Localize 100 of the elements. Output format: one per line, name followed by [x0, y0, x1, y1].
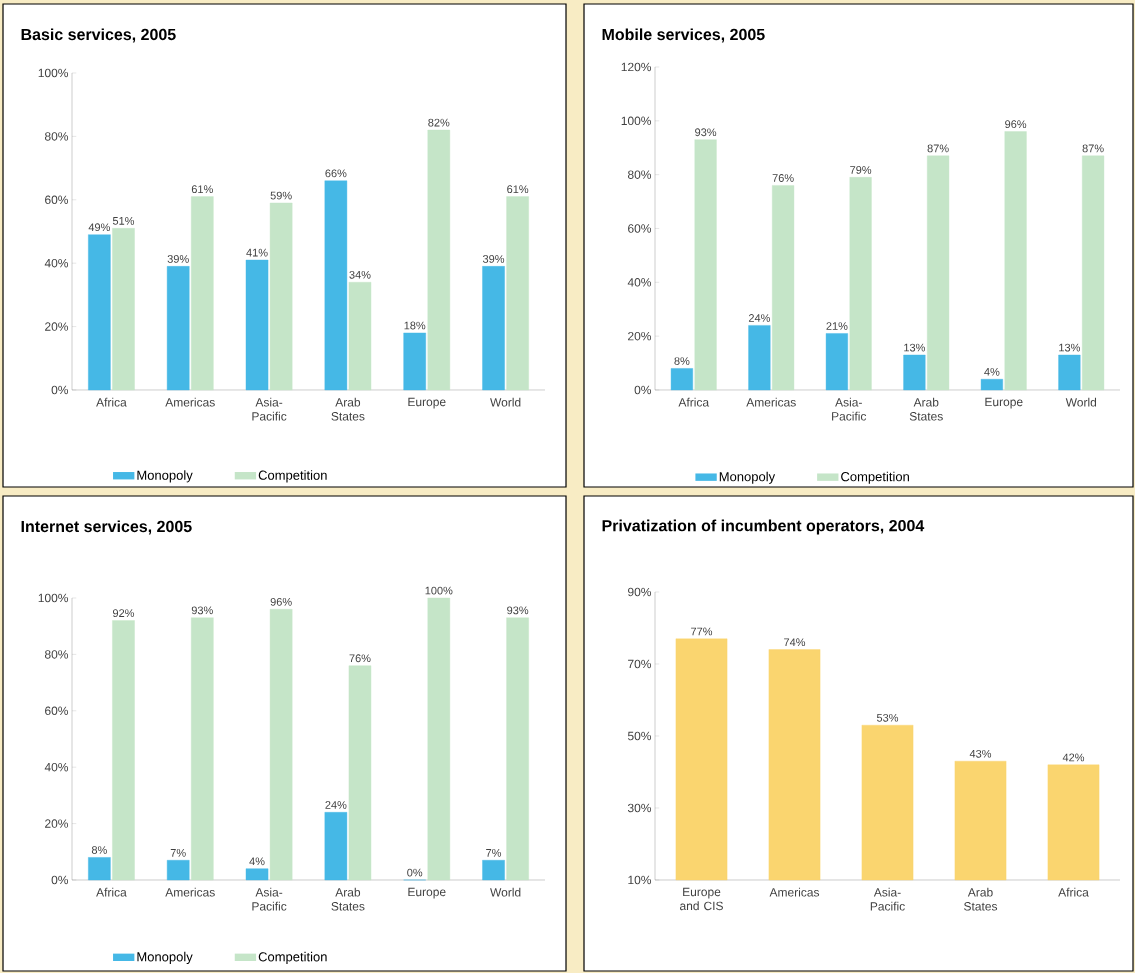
- data-label: 39%: [167, 255, 189, 263]
- y-tick-label: 0%: [51, 875, 69, 885]
- data-label: 82%: [428, 118, 450, 127]
- data-label: 87%: [1082, 144, 1104, 153]
- bar: [482, 860, 505, 881]
- data-label: 13%: [904, 343, 926, 352]
- data-label: 93%: [507, 606, 529, 615]
- data-label: 13%: [1059, 343, 1081, 352]
- bar: [88, 234, 111, 391]
- bar: [849, 177, 872, 391]
- bar: [1004, 131, 1027, 391]
- data-label: 92%: [112, 609, 135, 618]
- x-tick-label: World: [490, 887, 521, 897]
- y-tick-label: 100%: [38, 68, 69, 78]
- bar: [927, 155, 950, 391]
- bar: [403, 332, 426, 391]
- data-label: 41%: [246, 248, 268, 257]
- x-tick-label: Europe: [408, 397, 446, 409]
- data-label: 24%: [748, 314, 771, 322]
- legend-label: Competition: [841, 471, 909, 484]
- data-label: 93%: [191, 606, 213, 615]
- data-label: 61%: [191, 185, 213, 194]
- data-label: 76%: [772, 174, 794, 182]
- x-tick-label: Asia-Pacific: [832, 397, 867, 421]
- y-tick-label: 20%: [45, 322, 69, 331]
- x-tick-label: World: [490, 397, 521, 407]
- data-label: 76%: [349, 654, 371, 663]
- x-tick-label: Arab States: [331, 397, 365, 421]
- chart-title: Internet services, 2005: [21, 520, 192, 535]
- y-tick-label: 20%: [628, 331, 652, 341]
- legend-label: Monopoly: [719, 471, 776, 484]
- bar: [427, 597, 451, 881]
- bar: [245, 259, 269, 391]
- bar: [269, 609, 293, 881]
- data-label: 39%: [482, 255, 505, 263]
- data-label: 18%: [404, 321, 426, 330]
- y-tick-label: 10%: [628, 875, 652, 885]
- y-tick-label: 20%: [45, 819, 69, 828]
- y-tick-label: 100%: [621, 116, 652, 126]
- bar: [348, 665, 372, 881]
- data-label: 61%: [507, 185, 529, 194]
- x-tick-label: Asia-Pacific: [252, 887, 287, 911]
- data-label: 4%: [984, 368, 1000, 376]
- bar: [427, 129, 451, 391]
- bar: [191, 196, 214, 391]
- x-tick-label: Americas: [746, 397, 796, 407]
- data-label: 100%: [425, 586, 453, 595]
- bar: [191, 617, 214, 881]
- y-tick-label: 120%: [621, 62, 652, 72]
- x-tick-label: Americas: [165, 887, 215, 897]
- data-label: 8%: [91, 846, 107, 854]
- x-tick-label: World: [1065, 397, 1097, 407]
- bar: [482, 266, 505, 391]
- bar: [506, 196, 529, 391]
- bar: [166, 266, 190, 391]
- y-tick-label: 40%: [44, 762, 69, 772]
- data-label: 87%: [927, 144, 949, 153]
- data-label: 51%: [112, 217, 135, 225]
- data-label: 59%: [270, 191, 292, 200]
- x-tick-label: Asia-Pacific: [252, 397, 287, 421]
- bar: [88, 857, 111, 881]
- bar: [324, 812, 348, 881]
- data-label: 7%: [486, 849, 502, 857]
- y-tick-label: 40%: [44, 258, 69, 268]
- y-tick-label: 60%: [628, 224, 652, 233]
- bar: [506, 617, 529, 881]
- data-label: 49%: [88, 223, 110, 232]
- chart-title: Basic services, 2005: [21, 28, 176, 43]
- chart-title: Privatization of incumbent operators, 2004: [602, 519, 925, 535]
- x-tick-label: Arab States: [909, 397, 943, 421]
- legend-label: Monopoly: [137, 470, 193, 483]
- data-label: 21%: [826, 322, 848, 330]
- bar: [269, 202, 293, 391]
- data-label: 24%: [325, 801, 347, 809]
- bar: [772, 185, 795, 391]
- x-tick-label: Africa: [96, 397, 127, 407]
- y-tick-label: 70%: [628, 659, 652, 669]
- data-label: 7%: [170, 849, 186, 857]
- bar: [112, 228, 135, 391]
- x-tick-label: Arab States: [331, 887, 365, 911]
- data-label: 8%: [674, 357, 690, 365]
- data-label: 0%: [407, 868, 423, 877]
- bar: [748, 325, 771, 391]
- legend-label: Competition: [258, 951, 327, 964]
- y-tick-label: 50%: [627, 731, 652, 741]
- x-tick-label: Europe and CIS: [680, 887, 723, 911]
- y-tick-label: 0%: [634, 385, 652, 395]
- x-tick-label: Arab States: [964, 887, 998, 911]
- bar: [245, 868, 269, 881]
- data-label: 96%: [1005, 120, 1027, 129]
- bar: [166, 860, 190, 881]
- data-label: 43%: [969, 749, 992, 758]
- bar: [1058, 354, 1081, 391]
- x-tick-label: Africa: [96, 887, 127, 897]
- y-tick-label: 40%: [627, 278, 652, 287]
- y-tick-label: 0%: [51, 385, 69, 395]
- data-label: 42%: [1062, 753, 1085, 762]
- data-label: 79%: [850, 166, 872, 174]
- x-tick-label: Americas: [165, 397, 215, 407]
- y-tick-label: 80%: [44, 650, 69, 659]
